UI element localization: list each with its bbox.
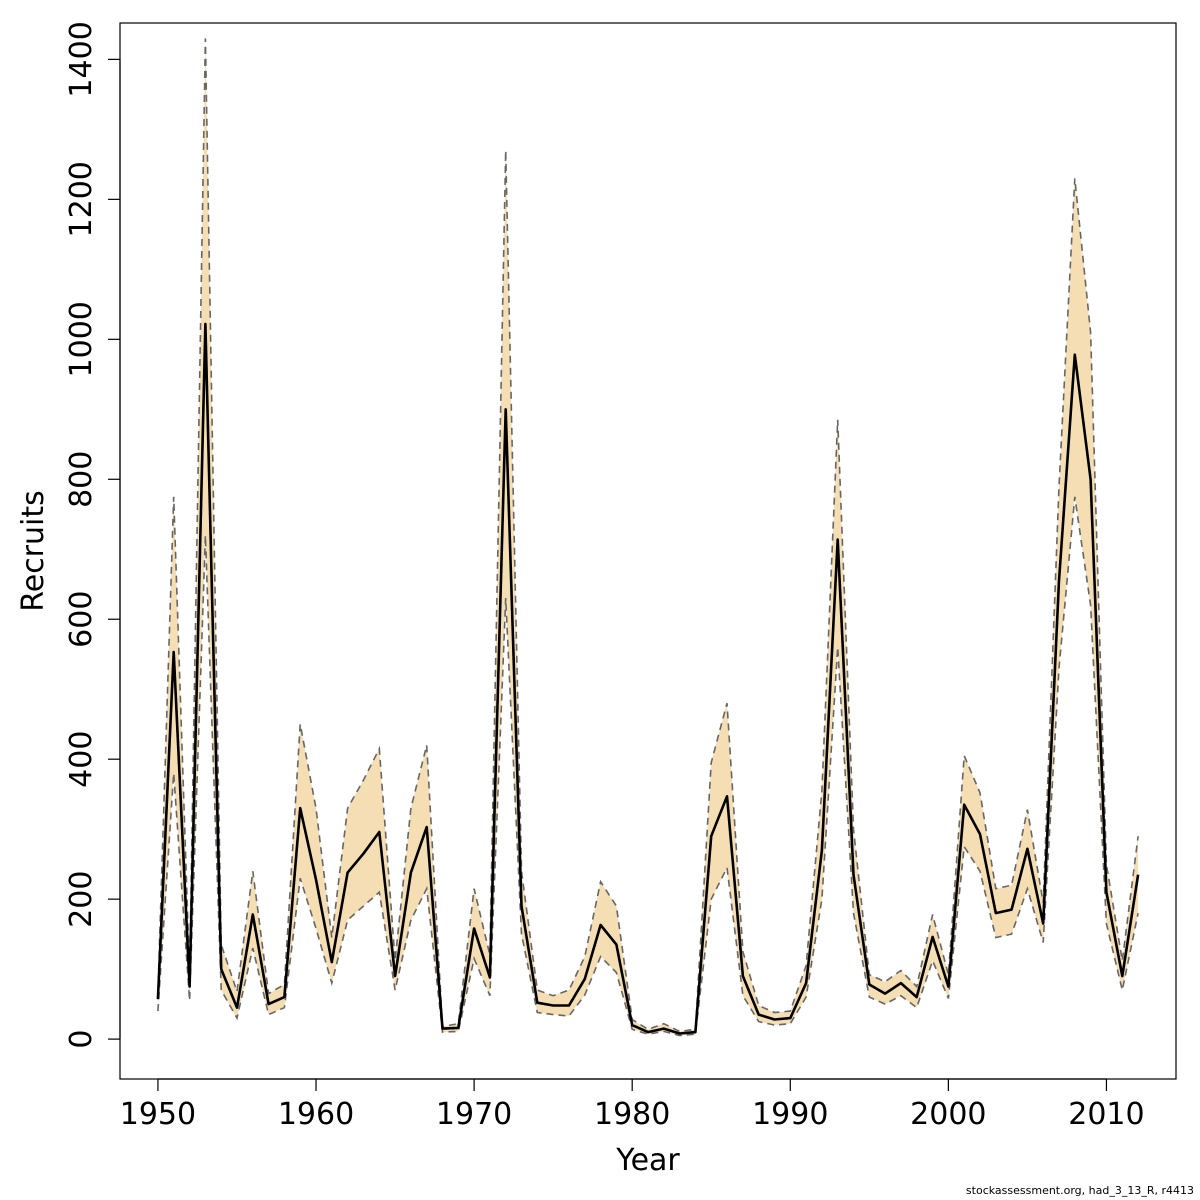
y-axis: 0 200 400 600 800 1000 1200 1400 xyxy=(64,21,121,1049)
y-tick-label: 800 xyxy=(64,451,99,508)
x-tick-label: 1970 xyxy=(436,1097,512,1132)
x-tick-label: 1980 xyxy=(594,1097,670,1132)
y-tick-label: 0 xyxy=(64,1030,99,1049)
y-tick-label: 1000 xyxy=(64,301,99,377)
x-tick-label: 2000 xyxy=(910,1097,986,1132)
y-tick-label: 1400 xyxy=(64,21,99,97)
x-axis-title: Year xyxy=(615,1143,680,1178)
y-tick-label: 1200 xyxy=(64,161,99,237)
footer-source-note: stockassessment.org, had_3_13_R, r4413 xyxy=(965,1184,1194,1197)
y-tick-label: 200 xyxy=(64,871,99,928)
recruits-estimate-line xyxy=(156,322,1140,1035)
x-axis: 1950 1960 1970 1980 1990 2000 2010 xyxy=(120,1078,1145,1132)
x-tick-label: 1990 xyxy=(752,1097,828,1132)
upper-bound-line xyxy=(157,38,1139,1033)
x-tick-label: 1960 xyxy=(278,1097,354,1132)
y-tick-label: 600 xyxy=(64,591,99,648)
x-tick-label: 1950 xyxy=(120,1097,196,1132)
y-tick-label: 400 xyxy=(64,731,99,788)
lower-bound-line xyxy=(157,496,1139,1037)
x-tick-label: 2010 xyxy=(1068,1097,1144,1132)
y-axis-title: Recruits xyxy=(16,490,51,612)
